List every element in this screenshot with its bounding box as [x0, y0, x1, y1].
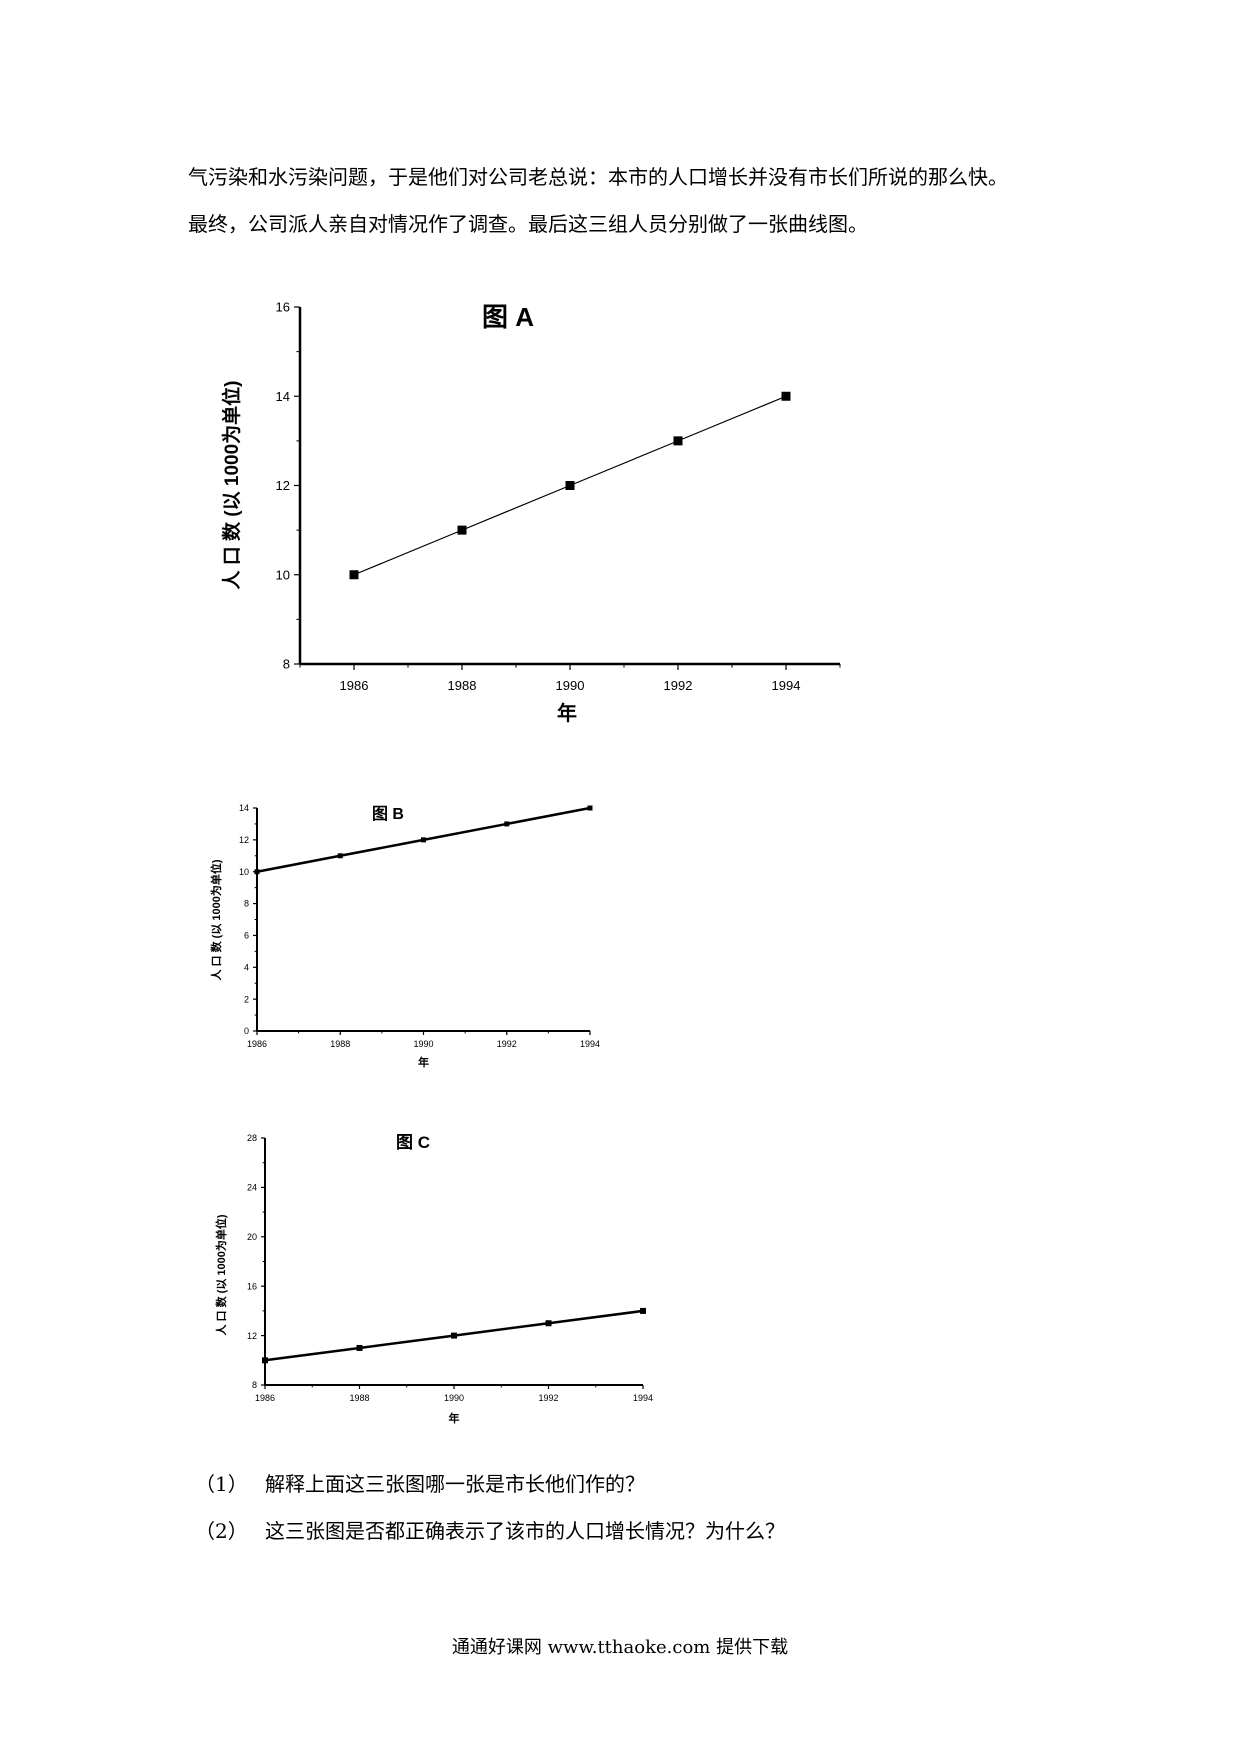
- chart-b-data-point: [504, 821, 510, 827]
- chart-a-data-point: [565, 481, 575, 490]
- chart-c-y-tick-label: 24: [247, 1183, 257, 1193]
- chart-b-x-tick-label: 1994: [580, 1039, 600, 1049]
- chart-c: 8 12 16 20 24 28 1986 1988 1990 1992 1994 图 C 年 人 口 数…: [214, 1133, 653, 1425]
- chart-b-y-tick-label: 10: [239, 867, 249, 877]
- chart-c-x-tick-label: 1990: [444, 1393, 464, 1403]
- chart-b-x-axis-label: 年: [418, 1055, 429, 1069]
- chart-b-y-tick-label: 0: [244, 1026, 249, 1036]
- question-1-text: 解释上面这三张图哪一张是市长他们作的？: [265, 1472, 645, 1496]
- chart-a-y-tick-label: 10: [276, 567, 290, 582]
- chart-c-title: 图 C: [396, 1133, 430, 1152]
- chart-b-y-tick-label: 12: [239, 835, 249, 845]
- chart-a-data-point: [349, 570, 359, 580]
- paragraph-line-2: 最终，公司派人亲自对情况作了调查。最后这三组人员分别做了一张曲线图。: [188, 212, 868, 236]
- chart-b-data-point: [337, 853, 343, 859]
- chart-b-x-tick-label: 1990: [413, 1039, 433, 1049]
- chart-a-y-tick-label: 8: [283, 657, 290, 672]
- chart-c-data-point: [545, 1320, 552, 1327]
- chart-c-data-point: [451, 1332, 457, 1339]
- chart-b-y-tick-label: 2: [244, 994, 249, 1004]
- chart-b-x-tick-label: 1988: [330, 1039, 350, 1049]
- chart-b-x-tick-label: 1986: [247, 1039, 267, 1049]
- chart-a: 8 10 12 14 16 1986 1988 1990 1992 1994 图 A 年 人 口 数 (…: [220, 300, 841, 725]
- chart-a-data-point: [673, 436, 683, 446]
- chart-b-data-point: [587, 805, 593, 811]
- chart-c-x-tick-label: 1988: [349, 1393, 369, 1403]
- question-1-number: （1）: [195, 1472, 248, 1496]
- chart-a-x-tick-label: 1988: [448, 678, 477, 693]
- chart-c-y-tick-label: 28: [247, 1133, 257, 1143]
- chart-a-x-tick-label: 1992: [664, 678, 693, 693]
- chart-b-y-tick-label: 6: [244, 931, 249, 941]
- question-2: （2） 这三张图是否都正确表示了该市的人口增长情况？为什么？: [195, 1521, 785, 1541]
- chart-b-y-tick-label: 8: [244, 899, 249, 909]
- chart-c-y-axis-label: 人 口 数 (以 1000为单位): [214, 1214, 228, 1335]
- chart-c-data-point: [356, 1344, 363, 1351]
- chart-a-x-tick-label: 1990: [556, 678, 585, 693]
- chart-a-data-point: [781, 391, 791, 401]
- footer-text: 通通好课网 www.tthaoke.com 提供下载: [451, 1637, 789, 1658]
- chart-b-title: 图 B: [372, 805, 404, 823]
- chart-c-x-tick-label: 1986: [255, 1393, 275, 1403]
- chart-c-data-point: [640, 1307, 646, 1314]
- chart-a-y-axis-label: 人 口 数 (以 1000为单位): [220, 380, 243, 589]
- question-1: （1） 解释上面这三张图哪一张是市长他们作的？: [195, 1474, 645, 1494]
- chart-b-y-tick-label: 4: [244, 962, 249, 972]
- chart-a-y-tick-label: 16: [276, 300, 290, 315]
- chart-b-x-tick-label: 1992: [497, 1039, 517, 1049]
- question-2-text: 这三张图是否都正确表示了该市的人口增长情况？为什么？: [265, 1519, 785, 1543]
- chart-c-data-point: [262, 1357, 268, 1364]
- chart-a-y-tick-label: 12: [276, 478, 290, 493]
- question-2-number: （2）: [195, 1519, 248, 1543]
- chart-b-data-point: [254, 869, 260, 875]
- chart-c-x-tick-label: 1994: [633, 1393, 653, 1403]
- chart-a-data-point: [457, 525, 467, 535]
- chart-b-y-axis-label: 人 口 数 (以 1000为单位): [209, 859, 223, 980]
- chart-b: 0 2 4 6 8 10 12 14 1986 1988 1990 1992 1994 图 B 年 人 口 数…: [209, 803, 600, 1069]
- chart-a-x-tick-label: 1986: [340, 678, 369, 693]
- chart-c-y-tick-label: 12: [247, 1331, 257, 1341]
- chart-b-data-point: [421, 837, 426, 843]
- chart-a-title: 图 A: [482, 302, 534, 332]
- chart-c-y-tick-label: 8: [252, 1380, 257, 1390]
- chart-c-x-tick-label: 1992: [538, 1393, 558, 1403]
- chart-a-x-axis-label: 年: [557, 701, 577, 725]
- chart-b-y-tick-label: 14: [239, 803, 249, 813]
- chart-a-y-tick-label: 14: [276, 389, 290, 404]
- chart-a-x-tick-label: 1994: [772, 678, 801, 693]
- chart-c-y-tick-label: 20: [247, 1232, 257, 1242]
- paragraph-line-1: 气污染和水污染问题，于是他们对公司老总说：本市的人口增长并没有市长们所说的那么快…: [188, 165, 1008, 189]
- chart-c-x-axis-label: 年: [449, 1411, 460, 1425]
- chart-c-y-tick-label: 16: [247, 1281, 257, 1291]
